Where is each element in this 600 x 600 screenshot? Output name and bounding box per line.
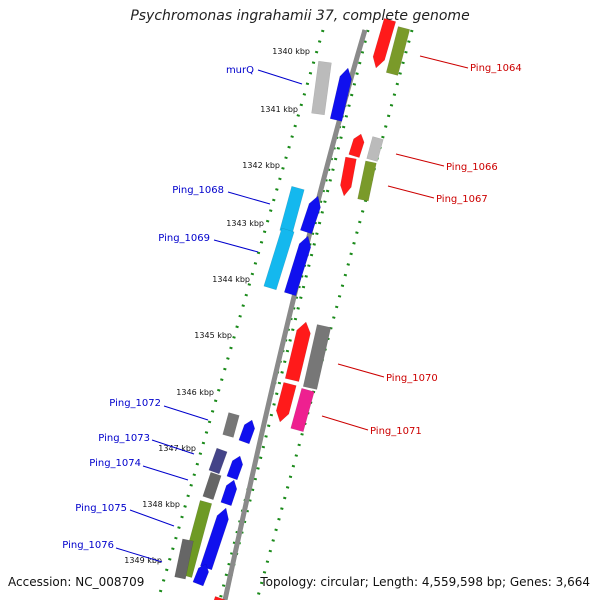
gene-label-forward[interactable]: Ping_1074 <box>89 458 141 469</box>
gene-feature-ping-1070-a[interactable] <box>284 321 311 382</box>
gene-leader-line <box>142 465 189 481</box>
gene-feature-ping-1071-b[interactable] <box>290 387 315 433</box>
tick-label: 1344 kbp <box>212 275 250 284</box>
gene-feature-ping-1074-b[interactable] <box>220 479 238 507</box>
tick-label: 1345 kbp <box>194 331 232 340</box>
tick-label: 1342 kbp <box>242 161 280 170</box>
gene-label-forward[interactable]: Ping_1075 <box>75 503 127 514</box>
gene-leader-line <box>395 153 445 167</box>
gene-label-forward[interactable]: Ping_1072 <box>109 398 161 409</box>
gene-leader-line <box>129 509 175 527</box>
gene-feature-ping-1074-a[interactable] <box>202 471 222 501</box>
gene-feature-ping-1067-b[interactable] <box>357 160 377 202</box>
gene-label-forward[interactable]: murQ <box>226 65 254 76</box>
gene-feature-ping-1071-a[interactable] <box>275 382 297 423</box>
gene-feature-ping-1066-a[interactable] <box>348 133 365 158</box>
gene-label-forward[interactable]: Ping_1069 <box>158 233 210 244</box>
gene-leader-line <box>213 239 259 253</box>
topology-text: Topology: circular; Length: 4,559,598 bp… <box>260 575 590 589</box>
gene-feature-ping-1072-a[interactable] <box>222 412 240 438</box>
gene-leader-line <box>321 415 369 431</box>
gene-leader-line <box>227 191 271 205</box>
gene-feature-ping-1072-b[interactable] <box>238 419 256 445</box>
gene-label-reverse[interactable]: Ping_1067 <box>436 194 488 205</box>
tick-label: 1340 kbp <box>272 47 310 56</box>
gene-feature-ping-1068-b[interactable] <box>299 195 321 235</box>
gene-feature-murq-a[interactable] <box>311 60 332 116</box>
gene-feature-ping-1076-b[interactable] <box>192 563 209 587</box>
gene-labels: murQ Ping_1068 Ping_1069 Ping_1072 Ping_1073… <box>62 55 522 563</box>
tick-label: 1346 kbp <box>176 388 214 397</box>
gene-feature-murq-b[interactable] <box>329 67 352 122</box>
track-guides <box>156 29 414 600</box>
gene-leader-line <box>115 547 163 563</box>
gene-label-forward[interactable]: Ping_1076 <box>62 540 114 551</box>
gene-label-reverse[interactable]: Ping_1071 <box>370 426 422 437</box>
gene-label-forward[interactable]: Ping_1073 <box>98 433 150 444</box>
gene-feature-ping-1064-b[interactable] <box>385 26 411 76</box>
gene-features <box>174 18 411 600</box>
gene-feature-ping-1064-a[interactable] <box>372 18 397 69</box>
gene-label-reverse[interactable]: Ping_1066 <box>446 162 498 173</box>
gene-feature-ping-1073-a[interactable] <box>208 447 228 475</box>
gene-leader-line <box>337 363 385 378</box>
gene-feature-ping-1069-a[interactable] <box>263 227 295 291</box>
gene-feature-ping-1066-b[interactable] <box>366 136 384 162</box>
gene-leader-line <box>257 69 303 85</box>
tick-label: 1341 kbp <box>260 105 298 114</box>
gene-leader-line <box>163 405 209 421</box>
gene-feature-ping-1069-b[interactable] <box>283 235 312 297</box>
gene-feature-ping-1073-b[interactable] <box>226 455 244 481</box>
gene-feature-ping-1068-a[interactable] <box>279 185 305 235</box>
gene-leader-line <box>387 185 435 199</box>
gene-label-reverse[interactable]: Ping_1064 <box>470 63 522 74</box>
tick-label: 1348 kbp <box>142 500 180 509</box>
gene-feature-ping-1067-a[interactable] <box>340 156 357 197</box>
gene-feature-ping-1076-a[interactable] <box>174 538 194 580</box>
inner-right-track-line <box>223 29 370 600</box>
gene-feature-ping-1070-b[interactable] <box>302 324 332 390</box>
outer-left-track-line <box>156 29 325 600</box>
gene-leader-line <box>151 439 195 455</box>
gene-label-forward[interactable]: Ping_1068 <box>172 185 224 196</box>
gene-label-reverse[interactable]: Ping_1070 <box>386 373 438 384</box>
accession-text: Accession: NC_008709 <box>8 575 145 589</box>
gene-feature-bottom-red[interactable] <box>211 596 226 600</box>
gene-leader-line <box>419 55 469 69</box>
genome-backbone <box>222 29 368 600</box>
tick-label: 1343 kbp <box>226 219 264 228</box>
tick-label: 1349 kbp <box>124 556 162 565</box>
